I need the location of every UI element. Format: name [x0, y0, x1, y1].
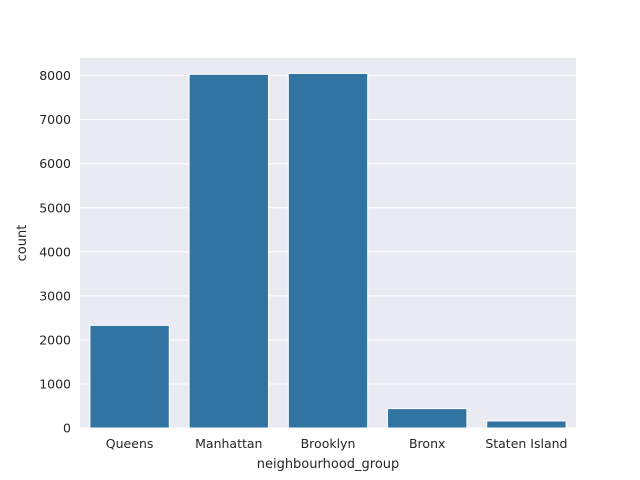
x-tick-labels: Queens Manhattan Brooklyn Bronx Staten Islan… [106, 436, 568, 451]
x-tick-label: Brooklyn [301, 436, 356, 451]
y-tick-label: 6000 [39, 156, 71, 171]
x-tick-label: Manhattan [195, 436, 262, 451]
y-axis-label: count [15, 225, 30, 262]
y-tick-label: 8000 [39, 68, 71, 83]
bars [89, 72, 567, 429]
bar-brooklyn [287, 72, 369, 429]
x-tick-label: Queens [106, 436, 154, 451]
x-tick-label: Staten Island [485, 436, 567, 451]
y-tick-labels: 0 1000 2000 3000 4000 5000 6000 7000 8000 [39, 68, 71, 435]
bar-manhattan [188, 73, 269, 429]
y-tick-label: 1000 [39, 376, 71, 391]
y-tick-label: 2000 [39, 332, 71, 347]
x-axis-label: neighbourhood_group [257, 457, 400, 472]
x-tick-label: Bronx [409, 436, 445, 451]
y-tick-label: 4000 [39, 244, 71, 259]
bar-staten-island [486, 420, 567, 429]
y-tick-label: 3000 [39, 288, 71, 303]
bar-queens [89, 324, 170, 429]
bar-bronx [387, 408, 468, 429]
y-tick-label: 5000 [39, 200, 71, 215]
y-tick-label: 0 [63, 421, 71, 436]
y-tick-label: 7000 [39, 112, 71, 127]
